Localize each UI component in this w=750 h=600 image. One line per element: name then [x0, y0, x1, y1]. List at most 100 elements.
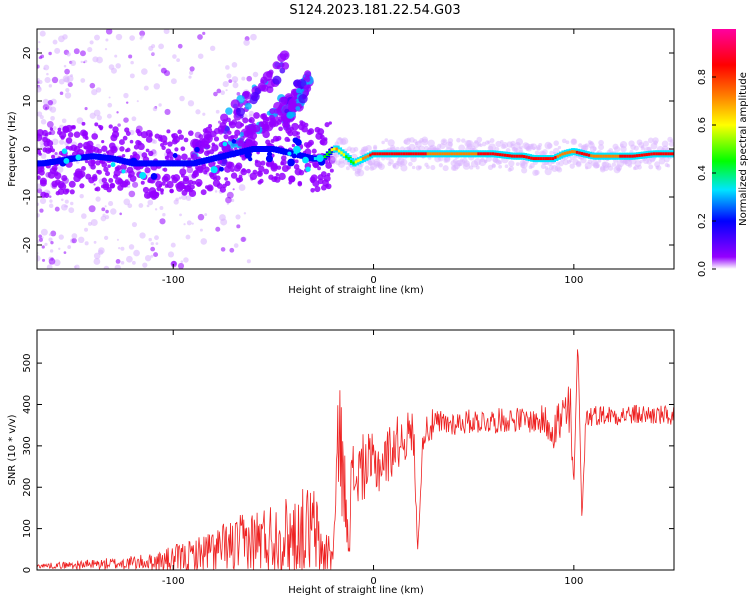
heatmap-ridge-core [99, 155, 105, 159]
heatmap-ridge-core [114, 157, 119, 161]
heatmap-speckle [103, 265, 110, 269]
heatmap-ridge-halo [534, 150, 540, 156]
heatmap-ridge-halo [280, 155, 287, 161]
heatmap-ridge-halo [126, 181, 131, 185]
heatmap-ridge-halo [291, 122, 299, 131]
heatmap-ridge-halo [223, 133, 229, 140]
heatmap-ridge-core [126, 160, 131, 164]
heatmap-ridge-core [518, 154, 523, 158]
snr-series-line [37, 349, 674, 570]
heatmap-ridge-halo [109, 182, 116, 189]
heatmap-ridge-core [87, 155, 93, 159]
heatmap-ridge-core [229, 152, 234, 156]
heatmap-ridge-halo [77, 142, 84, 149]
heatmap-ridge-core [530, 156, 535, 160]
heatmap-ridge-halo [276, 165, 282, 170]
heatmap-speckle [101, 207, 106, 212]
heatmap-ridge-halo [519, 145, 523, 150]
heatmap-ridge-halo [275, 172, 280, 177]
heatmap-ridge-core [494, 152, 499, 156]
heatmap-ridge-halo [553, 140, 559, 146]
heatmap-ridge-halo [96, 148, 103, 154]
heatmap-speckle [47, 99, 54, 106]
heatmap-ridge-halo [329, 157, 338, 165]
heatmap-speckle [51, 76, 59, 84]
heatmap-ridge-core [652, 152, 657, 156]
snr-y-tick-label: 500 [22, 354, 33, 373]
heatmap-speckle [94, 34, 100, 41]
heatmap-ridge-core [253, 147, 258, 151]
heatmap-speckle [131, 116, 137, 122]
heatmap-speckle [39, 115, 44, 120]
heatmap-speckle [38, 86, 41, 90]
heatmap-ridge-halo [611, 162, 617, 167]
heatmap-speckle [61, 203, 68, 211]
heatmap-ridge-halo [262, 124, 270, 132]
heatmap-ridge-halo [463, 160, 470, 168]
heatmap-ridge-halo [47, 148, 53, 153]
heatmap-ridge-core [472, 152, 477, 156]
heatmap-ridge-halo [129, 139, 134, 144]
heatmap-x-tick-label: -100 [162, 275, 185, 286]
heatmap-speckle [183, 257, 189, 263]
heatmap-speckle [240, 236, 246, 242]
heatmap-blob [231, 139, 237, 144]
heatmap-streak-cell [198, 134, 204, 140]
heatmap-ridge-halo [310, 188, 315, 193]
heatmap-ridge-core [270, 147, 275, 151]
heatmap-ridge-halo [234, 147, 238, 151]
heatmap-ridge-core [489, 152, 494, 156]
heatmap-blob [302, 156, 309, 164]
heatmap-speckle [197, 34, 203, 40]
heatmap-speckle [37, 202, 40, 207]
heatmap-ridge-halo [227, 130, 232, 135]
heatmap-speckle [114, 54, 118, 58]
heatmap-ridge-core [573, 150, 578, 154]
heatmap-ridge-halo [237, 176, 244, 183]
heatmap-ridge-halo [260, 160, 266, 166]
heatmap-ridge-core [49, 160, 54, 164]
heatmap-speckle [158, 64, 161, 67]
heatmap-ridge-halo [208, 160, 216, 168]
heatmap-ridge-halo [104, 171, 111, 177]
heatmap-ridge-core [172, 161, 177, 165]
heatmap-ridge-halo [113, 169, 121, 177]
heatmap-ridge-core [587, 153, 593, 157]
heatmap-speckle [195, 109, 201, 115]
heatmap-ridge-halo [312, 179, 320, 187]
heatmap-speckle [183, 223, 186, 226]
heatmap-ridge-halo [381, 156, 386, 161]
heatmap-blob [172, 153, 178, 158]
heatmap-ridge-halo [642, 140, 649, 147]
heatmap-ridge-halo [69, 189, 75, 195]
heatmap-blob [75, 154, 82, 161]
heatmap-ridge-halo [200, 189, 207, 196]
heatmap-ridge-halo [166, 129, 171, 134]
heatmap-ridge-core [289, 151, 294, 155]
heatmap-ridge-halo [556, 167, 563, 173]
heatmap-ridge-halo [408, 161, 413, 167]
heatmap-ridge-halo [182, 177, 190, 185]
heatmap-ridge-halo [558, 160, 564, 167]
heatmap-speckle [115, 33, 123, 41]
heatmap-ridge-core [458, 152, 463, 156]
heatmap-ridge-halo [565, 140, 570, 145]
heatmap-ridge-halo [538, 142, 543, 147]
heatmap-ridge-halo [288, 175, 296, 183]
heatmap-ridge-halo [587, 159, 593, 165]
heatmap-ridge-core [434, 152, 439, 156]
heatmap-ridge-core [263, 147, 268, 151]
heatmap-ridge-core [477, 152, 482, 156]
heatmap-speckle [110, 208, 117, 215]
heatmap-speckle [152, 139, 157, 144]
heatmap-ridge-halo [569, 163, 575, 169]
heatmap-ridge-core [361, 156, 367, 160]
heatmap-speckle [59, 91, 64, 96]
heatmap-blob [61, 148, 68, 154]
heatmap-ridge-core [590, 154, 595, 158]
heatmap-ridge-halo [120, 163, 127, 171]
heatmap-speckle [216, 88, 222, 94]
heatmap-speckle [84, 59, 88, 63]
heatmap-speckle [87, 47, 93, 53]
heatmap-ridge-halo [296, 131, 300, 136]
